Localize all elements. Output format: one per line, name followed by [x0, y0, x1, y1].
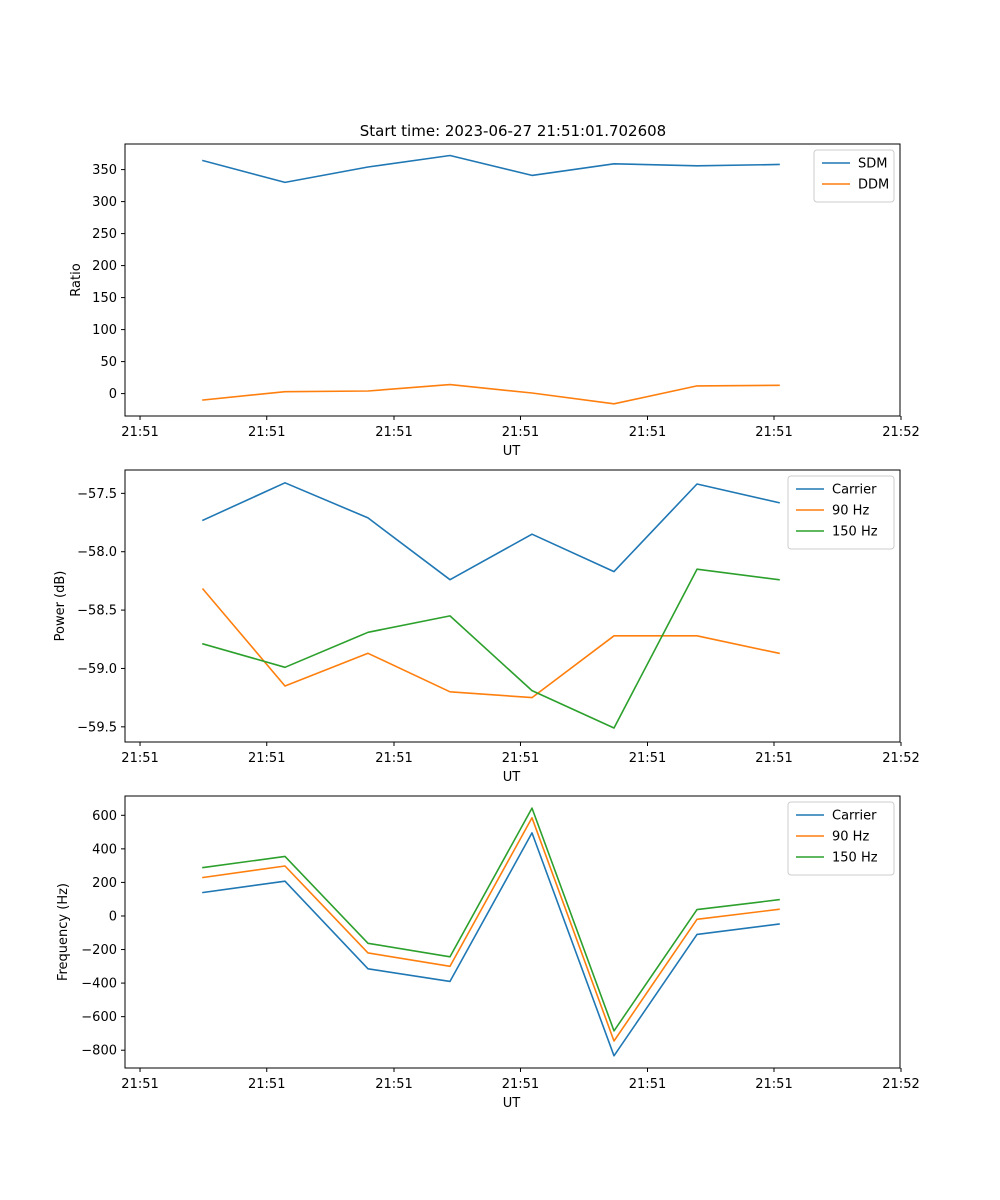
x-tick-label: 21:51	[629, 1077, 666, 1092]
y-tick-label: −200	[81, 943, 117, 958]
x-tick-label: 21:51	[248, 1077, 285, 1092]
axes-frame	[124, 143, 901, 417]
y-tick-label: 600	[92, 809, 117, 824]
series-line-carrier	[201, 481, 780, 581]
y-tick-label: −59.5	[77, 720, 117, 735]
legend-entry: DDM	[858, 178, 889, 193]
series-line-sdm	[202, 154, 780, 184]
x-tick-label: 21:51	[755, 751, 792, 766]
y-tick-label: 350	[92, 163, 117, 178]
legend-entry: 90 Hz	[832, 504, 869, 519]
series-line-carrier	[202, 832, 780, 1057]
legend: SDM DDM	[813, 149, 895, 203]
x-tick-label: 21:51	[375, 425, 412, 440]
x-axis-label: UT	[503, 770, 521, 785]
legend-entry: 90 Hz	[832, 830, 869, 845]
y-tick-label: −400	[81, 977, 117, 992]
subplot-1: 21:51 21:51 21:51 21:51 21:51 21:51 21:52 UT 0 50…	[69, 143, 920, 459]
x-tick-label: 21:51	[248, 425, 285, 440]
y-axis-label: Power (dB)	[53, 571, 68, 642]
series-line-150-hz	[202, 568, 780, 729]
subplots: 21:51 21:51 21:51 21:51 21:51 21:51 21:52 UT 0 50…	[53, 143, 920, 1111]
x-tick-label: 21:51	[502, 1077, 539, 1092]
y-tick-label: 100	[92, 323, 117, 338]
legend-entry: Carrier	[832, 483, 877, 498]
y-tick-label: 0	[109, 909, 117, 924]
x-tick-label: 21:52	[882, 1077, 919, 1092]
x-tick-label: 21:51	[629, 425, 666, 440]
x-tick-label: 21:51	[248, 751, 285, 766]
x-tick-label: 21:51	[375, 751, 412, 766]
y-tick-label: 150	[92, 291, 117, 306]
series-line-150-hz	[202, 807, 780, 1032]
y-tick-label: −57.5	[77, 487, 117, 502]
x-tick-label: 21:51	[121, 751, 158, 766]
series-line-90-hz	[201, 587, 780, 699]
y-tick-label: 200	[92, 876, 117, 891]
x-axis-label: UT	[503, 1096, 521, 1111]
axes-frame	[124, 795, 901, 1069]
x-axis-label: UT	[503, 444, 521, 459]
legend-entry: 150 Hz	[832, 851, 878, 866]
legend: Carrier 90 Hz 150 Hz	[787, 475, 895, 550]
x-tick-label: 21:52	[882, 751, 919, 766]
x-tick-label: 21:51	[755, 1077, 792, 1092]
x-tick-label: 21:52	[882, 425, 919, 440]
legend-entry: 150 Hz	[832, 525, 878, 540]
y-axis-label: Ratio	[69, 263, 84, 296]
x-tick-label: 21:51	[502, 751, 539, 766]
y-tick-label: 250	[92, 227, 117, 242]
y-axis-label: Frequency (Hz)	[56, 883, 71, 981]
x-tick-label: 21:51	[755, 425, 792, 440]
y-tick-label: 200	[92, 259, 117, 274]
series-line-ddm	[202, 383, 780, 405]
y-tick-label: 50	[100, 355, 117, 370]
y-tick-label: −800	[81, 1044, 117, 1059]
y-tick-label: −600	[81, 1010, 117, 1025]
x-tick-label: 21:51	[629, 751, 666, 766]
series-line-90-hz	[202, 816, 780, 1042]
x-tick-label: 21:51	[375, 1077, 412, 1092]
y-tick-label: −58.0	[77, 545, 117, 560]
figure-title: Start time: 2023-06-27 21:51:01.702608	[360, 122, 666, 140]
y-tick-label: 400	[92, 842, 117, 857]
y-tick-label: 0	[109, 387, 117, 402]
axes-frame	[124, 469, 901, 743]
legend-entry: Carrier	[832, 809, 877, 824]
legend-entry: SDM	[858, 157, 887, 172]
subplot-3: 21:51 21:51 21:51 21:51 21:51 21:51 21:52 UT −80…	[56, 795, 920, 1111]
y-tick-label: −59.0	[77, 662, 117, 677]
x-tick-label: 21:51	[502, 425, 539, 440]
y-tick-label: 300	[92, 195, 117, 210]
legend: Carrier 90 Hz 150 Hz	[787, 801, 895, 876]
subplot-2: 21:51 21:51 21:51 21:51 21:51 21:51 21:52 UT −57…	[53, 469, 920, 785]
y-tick-label: −58.5	[77, 604, 117, 619]
x-tick-label: 21:51	[121, 425, 158, 440]
x-tick-label: 21:51	[121, 1077, 158, 1092]
